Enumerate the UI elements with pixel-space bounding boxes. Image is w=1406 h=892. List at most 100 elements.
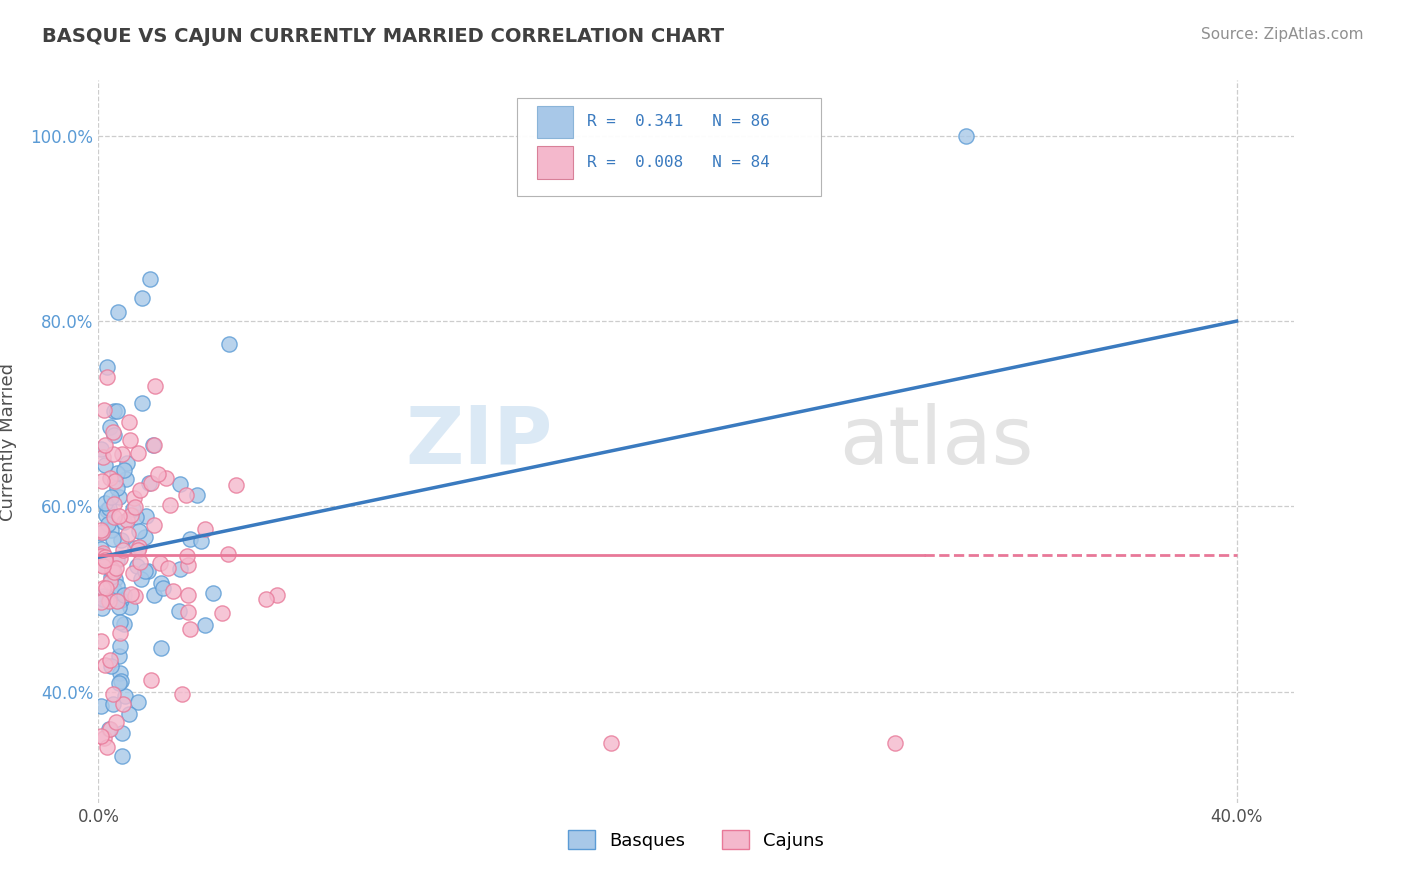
Point <box>599 736 621 750</box>
Text: R =  0.341   N = 86: R = 0.341 N = 86 <box>588 114 770 129</box>
Point <box>194 618 217 632</box>
Point <box>139 673 162 687</box>
Point <box>103 565 125 579</box>
Point <box>91 546 114 560</box>
Point <box>129 572 152 586</box>
Point <box>108 490 131 504</box>
Point <box>143 438 166 452</box>
Point <box>90 556 112 570</box>
Point <box>201 586 224 600</box>
Point <box>149 556 172 570</box>
Point <box>120 587 142 601</box>
Point <box>100 490 122 504</box>
Point <box>105 579 128 593</box>
Text: ZIP: ZIP <box>405 402 553 481</box>
Point <box>138 564 160 578</box>
Point <box>105 553 128 567</box>
Point <box>91 581 114 595</box>
Point <box>90 698 112 713</box>
Point <box>98 594 121 608</box>
Point <box>121 502 143 516</box>
Point <box>101 564 124 578</box>
Point <box>150 640 173 655</box>
Point <box>112 589 135 603</box>
Point <box>96 508 118 523</box>
Point <box>91 559 114 574</box>
Point <box>96 503 118 517</box>
Point <box>186 488 208 502</box>
Point <box>170 687 193 701</box>
Point <box>177 605 200 619</box>
Point <box>114 472 136 486</box>
Point <box>110 551 132 566</box>
Point <box>97 517 120 532</box>
Text: R =  0.008   N = 84: R = 0.008 N = 84 <box>588 155 770 170</box>
Point <box>90 526 112 541</box>
Point <box>110 593 132 607</box>
Point <box>149 575 172 590</box>
Point <box>131 395 153 409</box>
Point <box>131 291 153 305</box>
Point <box>190 533 212 548</box>
Point <box>145 379 167 393</box>
Point <box>124 491 146 505</box>
Point <box>135 509 157 524</box>
Point <box>93 548 115 562</box>
Point <box>112 617 135 632</box>
Point <box>101 562 124 576</box>
Point <box>93 657 115 672</box>
Point <box>93 731 115 745</box>
Point <box>105 466 128 480</box>
Point <box>177 588 200 602</box>
Point <box>884 736 907 750</box>
Point <box>127 558 149 573</box>
Point <box>105 403 128 417</box>
Point <box>90 634 112 648</box>
Bar <box>537 146 572 178</box>
Point <box>118 433 141 447</box>
Y-axis label: Currently Married: Currently Married <box>0 362 17 521</box>
Point <box>111 726 134 740</box>
Point <box>142 438 165 452</box>
Point <box>103 497 125 511</box>
Point <box>127 542 149 557</box>
Point <box>194 522 217 536</box>
Point <box>101 425 124 440</box>
Point <box>218 337 240 351</box>
Point <box>103 404 125 418</box>
Point <box>128 555 150 569</box>
Point <box>127 695 149 709</box>
Point <box>124 541 146 555</box>
Point <box>138 476 160 491</box>
Point <box>108 508 131 523</box>
Point <box>122 566 145 580</box>
Point <box>120 508 142 523</box>
Point <box>90 601 112 615</box>
Point <box>155 471 177 485</box>
Point <box>94 553 117 567</box>
Point <box>118 599 141 614</box>
Point <box>103 532 125 546</box>
Point <box>103 582 125 597</box>
Point <box>94 581 117 595</box>
Point <box>105 714 128 729</box>
Point <box>94 438 117 452</box>
FancyBboxPatch shape <box>517 98 821 196</box>
Point <box>90 549 112 563</box>
Point <box>169 604 191 618</box>
Point <box>105 594 128 608</box>
Point <box>111 749 134 764</box>
Point <box>105 561 128 575</box>
Point <box>101 447 124 461</box>
Point <box>103 510 125 524</box>
Point <box>98 722 121 736</box>
Point <box>108 648 131 663</box>
Point <box>108 599 131 614</box>
Point <box>98 574 121 589</box>
Point <box>266 589 288 603</box>
Point <box>98 471 121 485</box>
Point <box>103 428 125 442</box>
Point <box>176 549 198 563</box>
Point <box>128 483 150 498</box>
Point <box>111 447 134 461</box>
